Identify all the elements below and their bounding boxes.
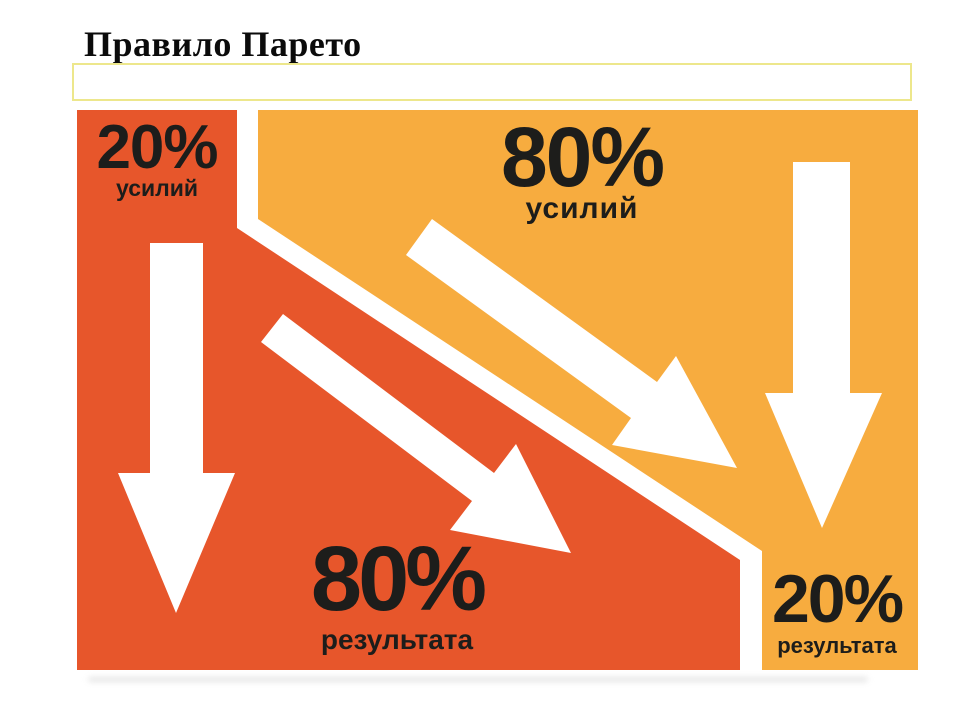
label-20-percent-result: 20% результата [771,561,904,658]
label-80-percent-effort: 80% усилий [500,110,665,226]
diagonal-arrow-yellow-region-icon [406,219,737,468]
label-value: 80% [310,528,487,630]
down-arrow-right-icon [765,162,882,528]
label-caption: усилий [525,192,639,226]
label-caption: результата [320,624,474,656]
label-caption: усилий [115,174,199,201]
pareto-diagram-svg [77,110,918,670]
pareto-infographic: 20% усилий 80% усилий 80% результата 20%… [77,110,918,670]
label-value: 20% [96,113,218,182]
label-caption: результата [777,632,897,658]
label-80-percent-result: 80% результата [310,528,487,656]
slide-title: Правило Парето [84,24,362,64]
diagonal-arrow-red-region-icon [261,314,571,553]
down-arrow-left-icon [118,243,235,613]
label-value: 20% [771,561,904,637]
red-region-20-effort [77,110,740,670]
image-drop-shadow [88,677,868,682]
label-20-percent-effort: 20% усилий [96,113,218,201]
empty-content-placeholder-box [72,63,912,101]
label-value: 80% [500,110,665,204]
